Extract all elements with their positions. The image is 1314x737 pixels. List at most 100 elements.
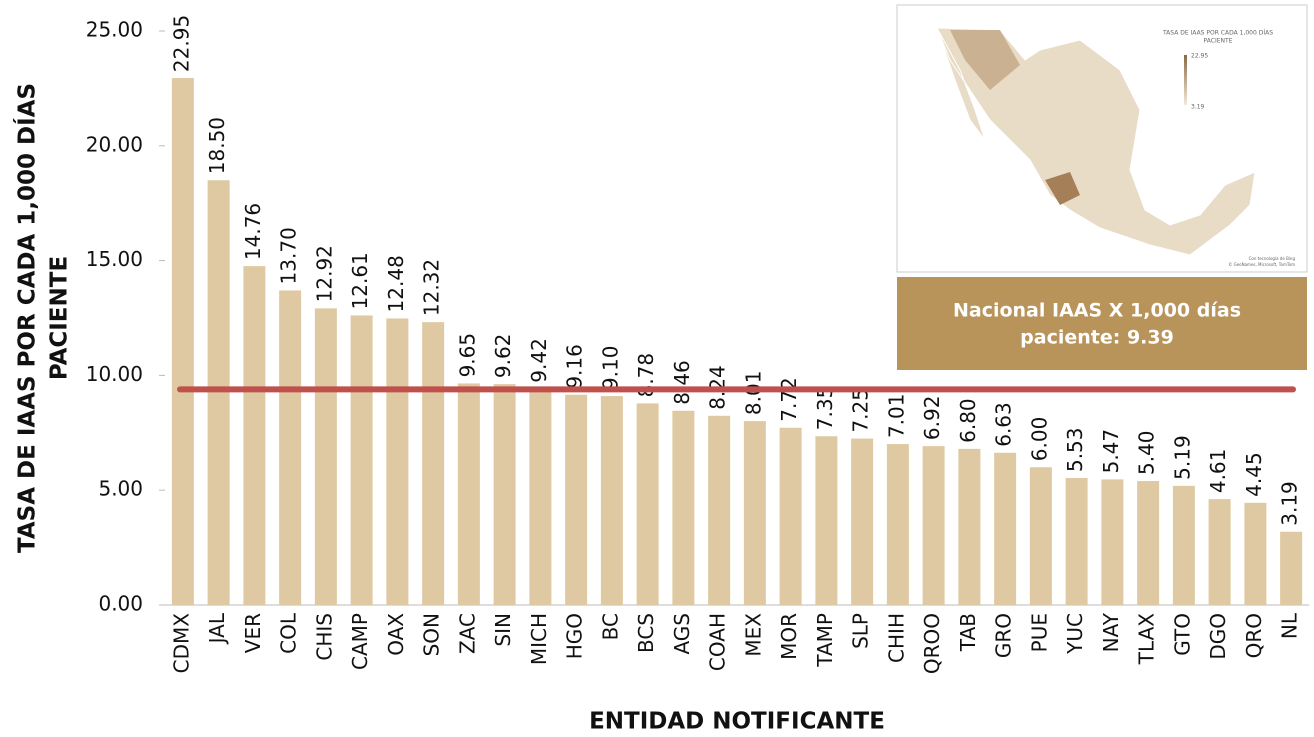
value-label: 9.42 [527,338,551,383]
x-tick-label: NL [1278,612,1302,639]
x-tick-label: YUC [1063,613,1087,655]
x-tick-label: VER [241,613,265,653]
bar [1280,531,1303,605]
annotation-text: Nacional IAAS X 1,000 días [953,300,1241,322]
x-tick-label: TLAX [1135,613,1159,666]
x-tick-label: COAH [706,613,730,671]
value-label: 7.35 [813,386,837,431]
value-label: 18.50 [205,117,229,174]
x-tick-label: JAL [205,612,229,645]
x-tick-label: MOR [777,613,801,660]
value-label: 12.92 [312,245,336,302]
bar [743,421,766,605]
value-label: 9.65 [455,333,479,378]
y-tick-label: 25.00 [86,18,143,42]
x-tick-label: CAMP [348,613,372,670]
bar [1208,499,1231,605]
value-label: 6.80 [956,398,980,443]
x-tick-label: GRO [992,613,1016,658]
bar [958,448,981,605]
bar [636,403,659,605]
value-label: 12.61 [348,252,372,309]
bar [386,318,409,605]
inset-title: TASA DE IAAS POR CADA 1,000 DÍAS [1162,30,1273,37]
bar [1101,479,1124,605]
bar [1172,485,1195,605]
x-tick-label: COL [277,612,301,654]
bar [1244,502,1267,605]
y-tick-label: 10.00 [86,362,143,386]
bar [207,180,230,606]
x-axis-title: ENTIDAD NOTIFICANTE [589,709,885,735]
value-label: 7.25 [849,388,873,433]
value-label: 9.16 [563,344,587,389]
x-tick-label: HGO [563,613,587,659]
bar [243,266,266,605]
x-tick-label: SON [420,613,444,656]
bar [529,388,552,605]
y-tick-label: 15.00 [86,247,143,271]
value-label: 5.40 [1135,430,1159,475]
inset-legend-bar [1184,55,1187,105]
bar [779,427,802,605]
value-label: 4.61 [1206,449,1230,494]
x-tick-label: QROO [920,613,944,674]
x-tick-label: CDMX [169,613,193,674]
inset-legend-label: 22.95 [1191,53,1208,60]
x-tick-label: TAB [956,613,980,652]
value-label: 8.01 [741,371,765,416]
y-axis-title: TASA DE IAAS POR CADA 1,000 DÍAS [13,83,41,553]
bar [1137,481,1160,605]
bar [600,396,623,605]
bar [493,384,516,605]
value-label: 9.10 [598,346,622,391]
x-tick-label: GTO [1170,613,1194,656]
x-tick-label: BCS [634,613,658,653]
value-label: 6.92 [920,396,944,441]
map-shape [936,27,1256,256]
x-tick-label: DGO [1206,613,1230,660]
value-label: 7.72 [777,377,801,422]
bar [171,78,194,606]
value-label: 4.45 [1242,452,1266,497]
x-tick-label: MEX [741,613,765,657]
value-label: 12.32 [420,259,444,316]
value-label: 3.19 [1278,481,1302,526]
y-tick-label: 20.00 [86,132,143,156]
value-label: 9.62 [491,334,515,379]
map-region [1045,172,1080,205]
x-tick-label: TAMP [813,613,837,668]
x-tick-label: BC [598,613,622,640]
value-label: 22.95 [169,15,193,72]
value-label: 14.76 [241,203,265,260]
bar [350,315,373,605]
bar [279,290,302,605]
value-label: 8.46 [670,360,694,405]
value-label: 13.70 [277,227,301,284]
bar [922,446,945,605]
value-label: 7.01 [884,394,908,439]
inset-credit: © GeoNames, Microsoft, TomTom [1228,262,1295,267]
y-tick-label: 5.00 [98,477,143,501]
bar [314,308,337,605]
map-region [950,30,1020,90]
x-tick-label: PUE [1027,613,1051,652]
bar [672,410,695,605]
x-tick-label: NAY [1099,612,1123,652]
annotation-text: paciente: 9.39 [1020,327,1174,349]
x-tick-label: CHIS [312,613,336,661]
inset-legend-label: 3.19 [1191,104,1205,111]
bar [708,415,731,605]
value-label: 5.47 [1099,429,1123,474]
x-tick-label: AGS [670,613,694,655]
x-tick-label: OAX [384,613,408,656]
inset-title: PACIENTE [1204,38,1233,45]
x-tick-label: MICH [527,613,551,665]
bar [1029,467,1052,605]
bar [886,444,909,605]
bar [565,394,588,605]
y-axis-title: PACIENTE [47,256,73,380]
bar [1065,478,1088,605]
annotation-box [897,277,1307,370]
